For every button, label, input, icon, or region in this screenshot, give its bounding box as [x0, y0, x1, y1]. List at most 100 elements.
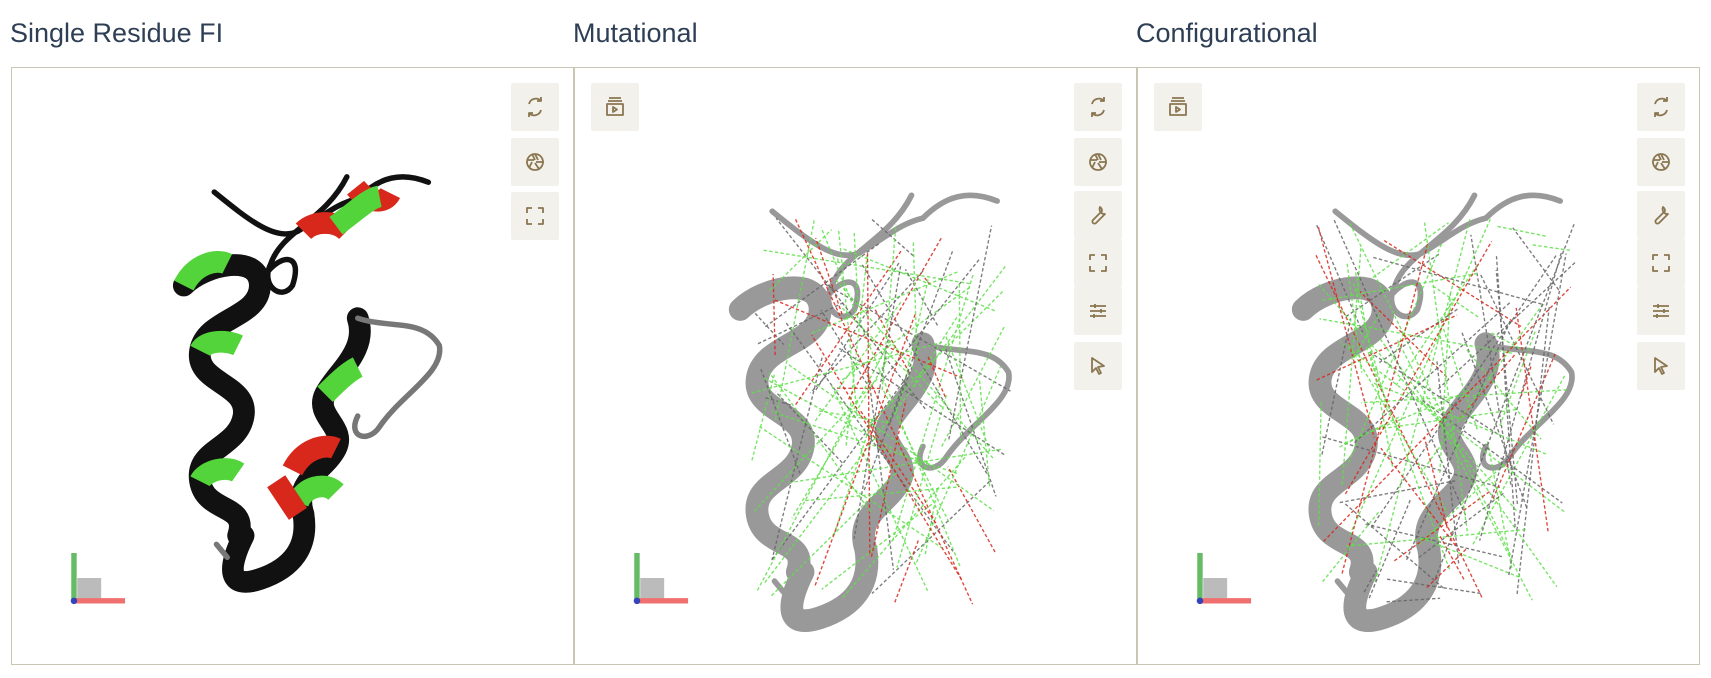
button-icon: [1654, 206, 1669, 225]
ribbon: [172, 254, 271, 547]
contact-line: [811, 270, 960, 334]
toolbar-button[interactable]: [1636, 191, 1685, 240]
toolbar-button[interactable]: [1636, 287, 1685, 336]
toolbar-button[interactable]: [1073, 239, 1122, 288]
contact-line: [853, 266, 902, 539]
highlighted-residue: [267, 475, 307, 520]
button-icon: [1088, 152, 1107, 171]
contact-line: [1470, 234, 1512, 485]
contact-line: [1321, 318, 1352, 455]
contact-line: [775, 391, 843, 464]
button-icon: [525, 207, 544, 226]
contact-line: [1380, 447, 1457, 547]
contact-line: [927, 356, 947, 399]
contact-line: [924, 277, 930, 285]
contact-line: [838, 347, 1005, 456]
contact-line: [1442, 326, 1478, 430]
contact-line: [889, 367, 913, 424]
protein: [172, 174, 443, 593]
contact-line: [1369, 255, 1557, 529]
toolbar-button[interactable]: [1073, 287, 1122, 336]
axis-origin: [633, 597, 641, 605]
button-icon: [1653, 97, 1668, 118]
contact-line: [1352, 302, 1511, 445]
contact-line: [1383, 239, 1522, 328]
toolbar-button[interactable]: [1636, 341, 1685, 390]
contact-line: [1323, 286, 1572, 542]
contact-line: [1352, 282, 1388, 408]
contact-line: [1386, 597, 1441, 603]
contact-line: [1492, 353, 1556, 499]
contact-line: [1472, 374, 1566, 545]
toolbar-button[interactable]: [1073, 191, 1122, 240]
contact-line: [912, 316, 958, 386]
molecule-view: [1196, 192, 1576, 633]
button-icon: [1090, 97, 1105, 118]
contact-line: [837, 228, 858, 417]
toolbar-button[interactable]: [1073, 137, 1122, 186]
button-icon: [1651, 152, 1670, 171]
contact-line: [1480, 274, 1555, 425]
ribbon: [920, 192, 1000, 221]
contact-line: [896, 395, 948, 568]
contact-line: [874, 309, 911, 375]
contact-line: [1420, 301, 1545, 474]
contact-line: [845, 252, 869, 446]
contact-line: [853, 230, 859, 305]
contact-line: [945, 349, 997, 497]
highlighted-residue: [329, 185, 383, 235]
button-icon: [1090, 356, 1105, 375]
contact-line: [1322, 436, 1501, 488]
toolbar-button[interactable]: [510, 192, 559, 241]
contact-line: [863, 250, 954, 491]
contact-line: [1345, 253, 1440, 318]
contact-line: [1346, 263, 1363, 373]
contact-line: [1333, 219, 1467, 518]
contact-line: [1386, 578, 1483, 595]
contact-line: [842, 456, 967, 598]
toolbar-button[interactable]: [1073, 341, 1122, 390]
contact-line: [1349, 218, 1491, 536]
toolbar-button[interactable]: [510, 137, 559, 186]
contact-line: [1344, 241, 1493, 495]
toolbar-button[interactable]: [591, 83, 640, 132]
button-icon: [1091, 206, 1106, 225]
contact-line: [1339, 340, 1565, 513]
contact-line: [1378, 308, 1458, 364]
toolbar-button[interactable]: [1073, 83, 1122, 132]
contact-line: [1421, 399, 1563, 504]
contact-line: [1515, 307, 1549, 532]
contact-line: [1322, 510, 1381, 583]
contact-line: [870, 400, 907, 557]
contact-line: [1426, 547, 1468, 589]
contact-line: [881, 224, 897, 391]
icon-glyph: [1088, 152, 1107, 171]
contact-line: [1423, 437, 1448, 529]
highlighted-residue: [190, 330, 243, 358]
ribbon: [352, 315, 443, 439]
panel-title: Configurational: [1136, 18, 1318, 48]
contact-line: [1393, 491, 1490, 562]
contact-line: [751, 341, 943, 394]
ribbon: [1332, 208, 1489, 259]
contact-line: [1439, 290, 1452, 473]
ribbon: [1483, 192, 1563, 221]
toolbar-button[interactable]: [1636, 137, 1685, 186]
contact-line: [1319, 318, 1513, 354]
axis-plane: [77, 578, 102, 600]
highlighted-residue: [317, 357, 364, 402]
button-icon: [1088, 254, 1107, 273]
contact-line: [1531, 244, 1571, 252]
axis-origin: [1196, 597, 1204, 605]
contact-line: [1321, 272, 1478, 302]
contact-line: [769, 229, 832, 291]
contact-line: [753, 378, 878, 513]
contact-line: [1344, 503, 1445, 589]
toolbar-button[interactable]: [1154, 83, 1203, 132]
axis-plane: [1203, 578, 1228, 600]
toolbar-button[interactable]: [1636, 239, 1685, 288]
toolbar-button[interactable]: [510, 83, 559, 132]
contact-line: [815, 237, 843, 315]
contact-line: [789, 448, 1001, 484]
toolbar-button[interactable]: [1636, 83, 1685, 132]
